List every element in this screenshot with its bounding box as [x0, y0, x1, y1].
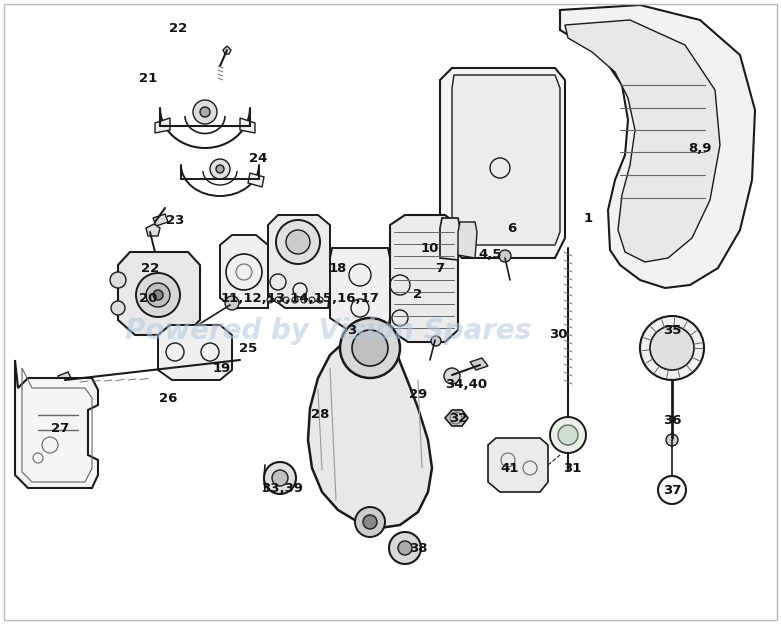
Circle shape [225, 296, 239, 310]
Text: 28: 28 [311, 409, 329, 421]
Polygon shape [440, 68, 565, 258]
Polygon shape [440, 218, 460, 260]
Text: 21: 21 [139, 72, 157, 84]
Text: 26: 26 [159, 391, 177, 404]
Circle shape [286, 230, 310, 254]
Circle shape [650, 326, 694, 370]
Text: 37: 37 [663, 484, 681, 497]
Text: 36: 36 [663, 414, 681, 426]
Circle shape [444, 368, 460, 384]
Text: 41: 41 [501, 462, 519, 474]
Polygon shape [445, 410, 468, 426]
Text: 11,12,13,14,15,16,17: 11,12,13,14,15,16,17 [220, 291, 380, 305]
Polygon shape [565, 20, 720, 262]
Polygon shape [15, 360, 98, 488]
Text: 29: 29 [409, 389, 427, 401]
Text: 31: 31 [563, 462, 581, 474]
Circle shape [276, 220, 320, 264]
Circle shape [431, 336, 441, 346]
Circle shape [355, 507, 385, 537]
Circle shape [340, 318, 400, 378]
Circle shape [210, 159, 230, 179]
Text: 23: 23 [166, 213, 184, 227]
Text: 8,9: 8,9 [688, 142, 711, 155]
Text: 18: 18 [329, 261, 348, 275]
Circle shape [317, 297, 323, 303]
Circle shape [666, 434, 678, 446]
Text: 33,39: 33,39 [261, 482, 303, 494]
Circle shape [193, 100, 217, 124]
Text: 6: 6 [508, 222, 516, 235]
Circle shape [146, 283, 170, 307]
Text: 27: 27 [51, 421, 70, 434]
Text: 2: 2 [413, 288, 423, 301]
Circle shape [363, 515, 377, 529]
Text: 20: 20 [139, 291, 157, 305]
Text: 1: 1 [583, 212, 593, 225]
Text: 32: 32 [449, 411, 467, 424]
Text: 25: 25 [239, 341, 257, 354]
Text: Powered by Vision Spares: Powered by Vision Spares [125, 317, 531, 344]
Polygon shape [155, 118, 170, 133]
Polygon shape [58, 372, 72, 388]
Circle shape [111, 301, 125, 315]
Polygon shape [146, 224, 160, 236]
Circle shape [499, 250, 511, 262]
Polygon shape [390, 215, 458, 342]
Polygon shape [220, 235, 268, 308]
Polygon shape [158, 325, 232, 380]
Circle shape [153, 290, 163, 300]
Polygon shape [452, 75, 560, 245]
Polygon shape [458, 222, 477, 258]
Circle shape [550, 417, 586, 453]
Text: 38: 38 [408, 542, 427, 555]
Polygon shape [488, 438, 548, 492]
Polygon shape [223, 46, 231, 54]
Text: 22: 22 [141, 261, 159, 275]
Text: 19: 19 [213, 361, 231, 374]
Circle shape [301, 297, 307, 303]
Text: 35: 35 [663, 323, 681, 336]
Circle shape [110, 272, 126, 288]
Circle shape [275, 297, 281, 303]
Polygon shape [308, 338, 432, 528]
Circle shape [398, 541, 412, 555]
Polygon shape [118, 252, 200, 335]
Text: 4,5: 4,5 [478, 248, 501, 261]
Circle shape [352, 330, 388, 366]
Circle shape [267, 297, 273, 303]
Text: 22: 22 [169, 21, 187, 34]
Text: 3: 3 [348, 323, 357, 336]
Circle shape [309, 297, 315, 303]
Polygon shape [470, 358, 488, 370]
Text: 7: 7 [436, 261, 444, 275]
Circle shape [200, 107, 210, 117]
Circle shape [640, 316, 704, 380]
Polygon shape [560, 5, 755, 288]
Circle shape [292, 297, 298, 303]
Circle shape [389, 532, 421, 564]
Polygon shape [240, 118, 255, 133]
Text: 30: 30 [549, 328, 567, 341]
Polygon shape [153, 214, 168, 226]
Polygon shape [248, 173, 264, 187]
Circle shape [558, 425, 578, 445]
Polygon shape [268, 215, 330, 308]
Text: 24: 24 [249, 152, 267, 165]
Circle shape [216, 165, 224, 173]
Circle shape [272, 470, 288, 486]
Circle shape [136, 273, 180, 317]
Text: 10: 10 [421, 241, 439, 255]
Circle shape [264, 462, 296, 494]
Polygon shape [330, 248, 390, 330]
Circle shape [283, 297, 289, 303]
Text: 34,40: 34,40 [445, 379, 487, 391]
